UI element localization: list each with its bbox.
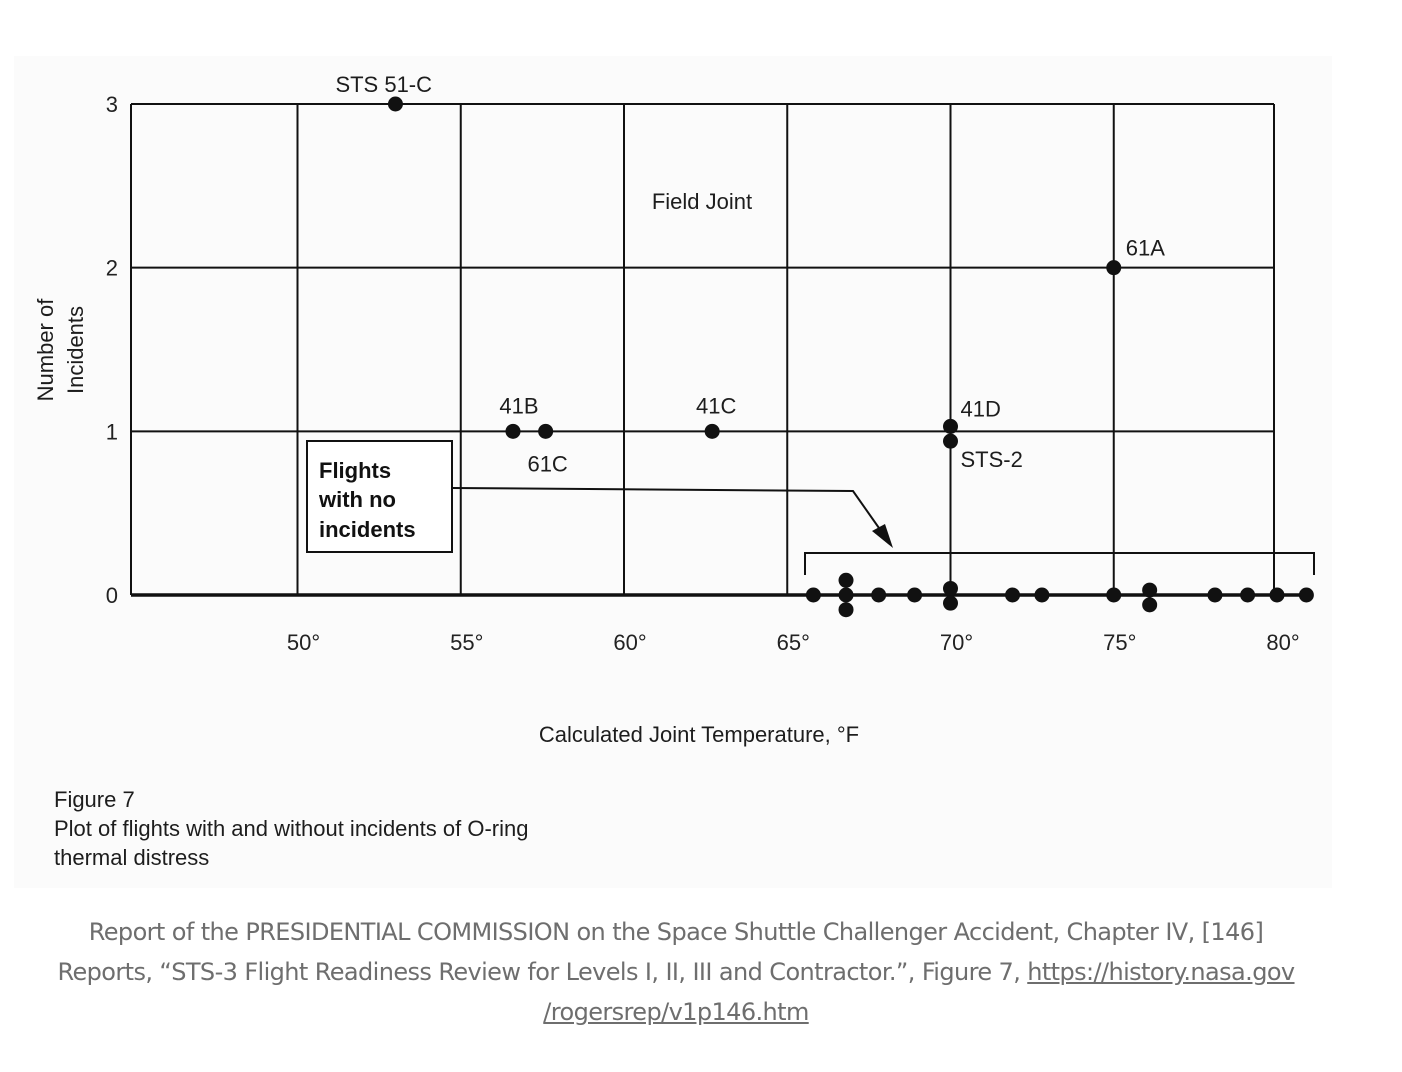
data-point [1106, 260, 1122, 276]
figure-caption-line-3: thermal distress [54, 845, 210, 870]
y-tick-label: 0 [106, 583, 118, 608]
y-axis-title: Number of Incidents [33, 298, 88, 402]
source-link-part-1[interactable]: https://history.nasa.gov [1027, 958, 1295, 986]
point-labels: STS 51-C 61A 41B 61C 41C 41D STS-2 [335, 72, 1165, 476]
figure-panel [14, 56, 1332, 888]
data-point-no-incident [1207, 587, 1223, 603]
point-label: STS 51-C [335, 72, 432, 97]
data-point-no-incident [838, 572, 854, 588]
x-tick-label: 50° [287, 630, 320, 655]
data-point [943, 418, 958, 434]
field-joint-annotation: Field Joint [652, 189, 752, 214]
y-tick-label: 3 [106, 92, 118, 117]
data-point [505, 423, 521, 439]
data-point-no-incident [1298, 587, 1314, 603]
data-point-no-incident [943, 595, 958, 611]
no-incident-bracket [804, 552, 1315, 575]
source-caption-line-1: Report of the PRESIDENTIAL COMMISSION on… [88, 918, 1264, 946]
figure-caption-line-1: Figure 7 [54, 787, 135, 812]
y-tick-label: 1 [106, 419, 118, 444]
x-tick-label: 75° [1103, 630, 1136, 655]
data-points [387, 96, 1314, 618]
data-point [943, 433, 958, 449]
scatter-chart: 50° 55° 60° 65° 70° 75° 80° 0 1 2 3 STS 51-C 61A 41B… [33, 72, 1315, 747]
point-label: STS-2 [961, 447, 1023, 472]
source-caption-line-2: Reports, “STS-3 Flight Readiness Review … [0, 952, 1352, 992]
y-axis-title-line-2: Incidents [63, 306, 88, 394]
callout-arrowhead [872, 524, 893, 548]
point-label: 61C [527, 451, 567, 476]
data-point-no-incident [1034, 587, 1050, 603]
data-point-no-incident [1106, 587, 1122, 603]
data-point [387, 96, 403, 112]
point-label: 41D [961, 396, 1001, 421]
x-tick-label: 80° [1266, 630, 1299, 655]
data-point-no-incident [871, 587, 887, 603]
source-link-part-2[interactable]: /rogersrep/v1p146.htm [543, 998, 809, 1026]
data-point-no-incident [838, 602, 854, 618]
data-point-no-incident [805, 587, 821, 603]
x-tick-label: 65° [777, 630, 810, 655]
axis-ticks: 50° 55° 60° 65° 70° 75° 80° 0 1 2 3 [106, 92, 1300, 655]
callout-line-2: with no [318, 487, 396, 512]
callout-box [306, 440, 453, 553]
figure-caption: Figure 7 Plot of flights with and withou… [54, 785, 754, 872]
bracket-line [804, 552, 1315, 575]
x-axis-title: Calculated Joint Temperature, °F [539, 722, 859, 747]
figure-caption-line-2: Plot of flights with and without inciden… [54, 816, 529, 841]
data-point-no-incident [1142, 597, 1158, 613]
callout-arrow-line [451, 487, 887, 539]
point-label: 61A [1126, 236, 1165, 261]
point-label: 41B [499, 393, 538, 418]
data-point-no-incident [907, 587, 923, 603]
x-tick-label: 55° [450, 630, 483, 655]
data-point-no-incident [838, 587, 854, 603]
data-point-no-incident [1005, 587, 1021, 603]
grid [130, 103, 1313, 597]
source-caption-line-3: /rogersrep/v1p146.htm [0, 992, 1352, 1032]
callout-line-3: incidents [319, 517, 416, 542]
point-label: 41C [696, 393, 736, 418]
callout-line-1: Flights [319, 458, 391, 483]
data-point [704, 423, 720, 439]
data-point-no-incident [1240, 587, 1256, 603]
data-point-no-incident [1269, 587, 1285, 603]
x-tick-label: 70° [940, 630, 973, 655]
data-point-no-incident [943, 580, 958, 596]
no-incidents-callout: Flights with no incidents [306, 440, 893, 553]
y-axis-title-line-1: Number of [33, 298, 58, 402]
source-caption-text: Reports, “STS-3 Flight Readiness Review … [57, 958, 1028, 986]
data-point-no-incident [1142, 582, 1158, 598]
x-tick-label: 60° [613, 630, 646, 655]
y-tick-label: 2 [106, 256, 118, 281]
data-point [538, 423, 554, 439]
source-caption: Report of the PRESIDENTIAL COMMISSION on… [0, 912, 1352, 1032]
